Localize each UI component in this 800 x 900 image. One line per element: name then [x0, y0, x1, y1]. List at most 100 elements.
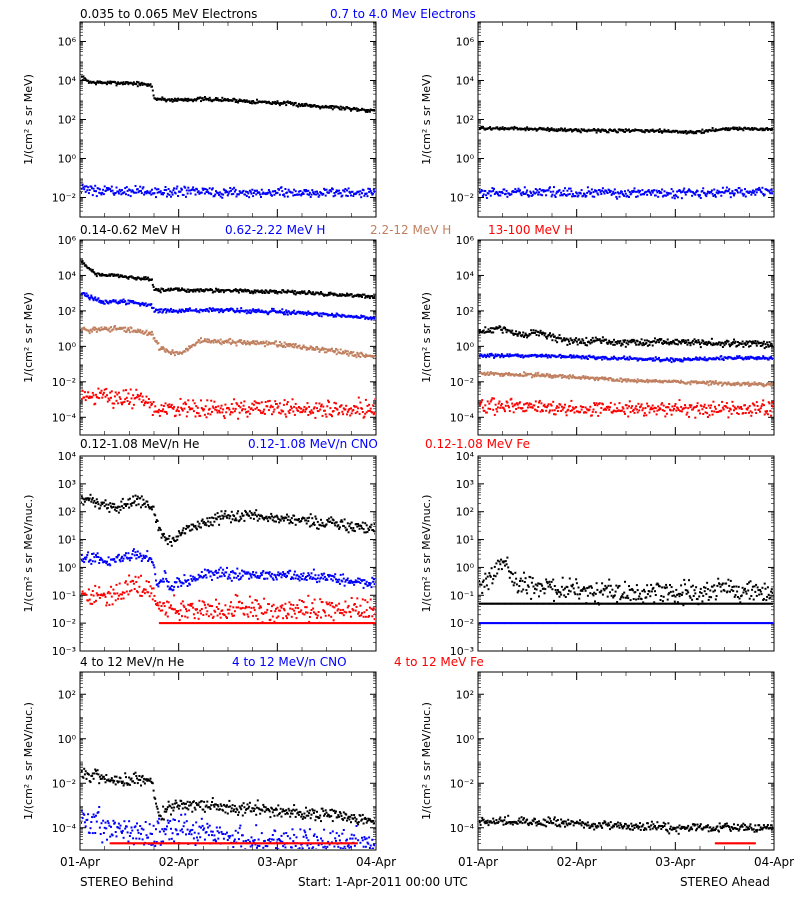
data-point — [700, 132, 703, 135]
data-point — [582, 355, 585, 358]
data-point — [203, 187, 206, 190]
data-point — [173, 354, 176, 357]
data-point — [256, 402, 259, 405]
data-point — [164, 308, 167, 310]
data-point — [726, 357, 729, 360]
data-point — [260, 310, 262, 313]
data-point — [606, 192, 609, 194]
data-point — [549, 373, 551, 376]
data-point — [278, 341, 281, 343]
data-point — [660, 130, 663, 133]
data-point — [208, 187, 211, 190]
data-point — [489, 353, 492, 355]
data-point — [571, 356, 574, 359]
data-point — [228, 341, 231, 344]
data-point — [772, 357, 773, 360]
data-point — [252, 308, 255, 311]
data-point — [101, 396, 104, 399]
data-point — [761, 186, 764, 189]
data-point — [489, 354, 492, 357]
data-point — [281, 308, 284, 311]
data-point — [251, 290, 254, 293]
data-point — [91, 330, 94, 333]
data-point — [652, 357, 655, 360]
data-point — [710, 191, 713, 194]
data-point — [204, 405, 207, 408]
data-point — [252, 292, 255, 295]
data-point — [170, 403, 173, 406]
data-point — [89, 268, 92, 271]
data-point — [344, 408, 347, 411]
data-point — [188, 290, 191, 293]
data-point — [374, 317, 375, 320]
data-point — [712, 381, 715, 383]
data-point — [298, 291, 301, 294]
data-point — [598, 189, 601, 192]
data-point — [579, 377, 582, 380]
data-point — [746, 383, 749, 386]
data-point — [755, 342, 758, 345]
data-point — [574, 339, 577, 342]
data-point — [549, 332, 551, 335]
data-point — [282, 403, 285, 406]
data-point — [111, 402, 114, 405]
data-point — [594, 189, 596, 192]
data-point — [125, 396, 128, 399]
data-point — [143, 304, 146, 307]
data-point — [588, 190, 591, 193]
data-point — [95, 195, 98, 198]
legend-entry: 0.12-1.08 MeV/n He — [80, 437, 199, 451]
data-point — [583, 128, 585, 131]
data-point — [569, 354, 572, 356]
data-point — [489, 190, 492, 193]
data-point — [153, 410, 156, 413]
data-point — [553, 186, 555, 189]
data-point — [571, 376, 574, 379]
data-point — [739, 191, 742, 194]
data-point — [751, 127, 754, 129]
data-point — [201, 290, 204, 293]
data-point — [207, 310, 210, 313]
data-point — [105, 326, 108, 329]
data-point — [119, 328, 122, 330]
data-point — [684, 191, 686, 194]
data-point — [363, 415, 366, 418]
data-point — [107, 187, 110, 190]
data-point — [646, 378, 649, 381]
data-point — [360, 314, 363, 317]
data-point — [206, 399, 209, 402]
data-point — [501, 375, 504, 377]
data-point — [353, 405, 356, 408]
data-point — [87, 391, 90, 394]
data-point — [156, 308, 159, 311]
data-point — [670, 342, 673, 345]
data-point — [188, 347, 191, 350]
data-point — [271, 307, 273, 310]
data-point — [136, 396, 138, 399]
data-point — [500, 372, 503, 375]
data-point — [225, 189, 228, 192]
data-point — [366, 296, 369, 299]
data-point — [590, 339, 593, 341]
data-point — [251, 402, 254, 405]
data-point — [248, 341, 251, 344]
data-point — [357, 407, 360, 410]
data-point — [326, 348, 329, 351]
data-point — [496, 354, 499, 357]
data-point — [660, 338, 663, 341]
data-point — [554, 196, 557, 198]
data-point — [687, 357, 690, 360]
data-point — [699, 197, 702, 199]
data-point — [567, 193, 570, 196]
data-point — [207, 338, 210, 341]
data-point — [370, 318, 373, 321]
data-point — [607, 379, 610, 382]
data-point — [711, 358, 714, 361]
y-tick-label: 10⁴ — [58, 75, 77, 88]
data-point — [501, 126, 504, 129]
data-point — [183, 288, 186, 291]
data-point — [349, 352, 352, 355]
data-point — [97, 387, 100, 390]
data-point — [260, 196, 262, 198]
data-point — [110, 190, 112, 193]
